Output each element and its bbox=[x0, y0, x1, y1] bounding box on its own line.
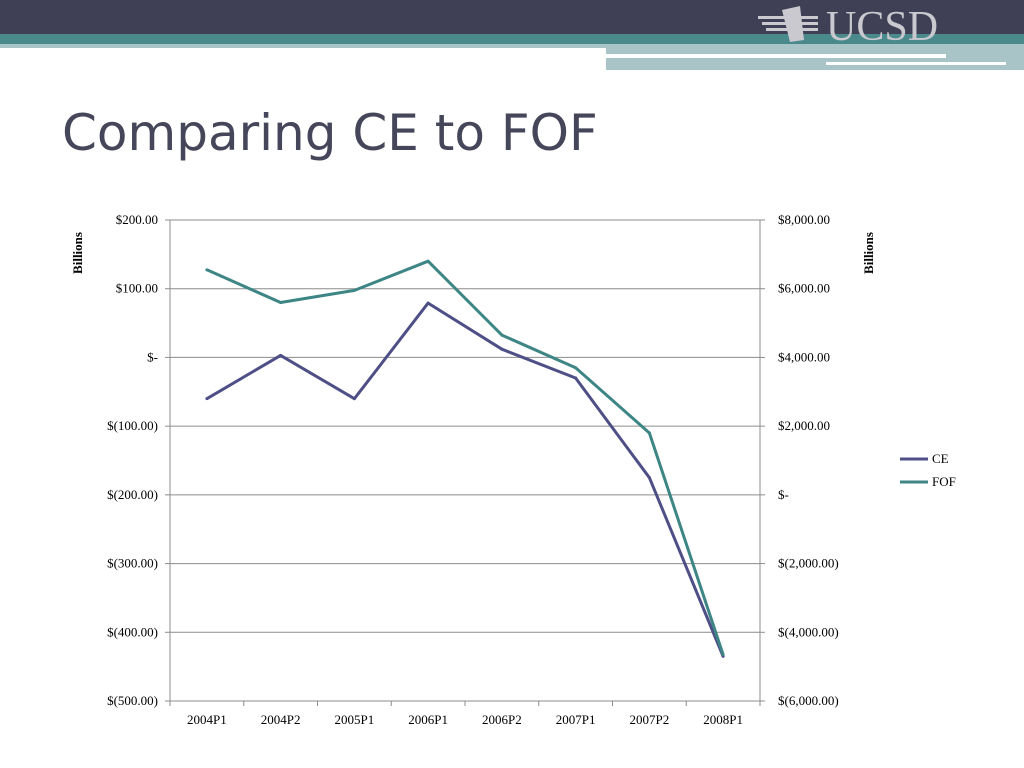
data-point-fof bbox=[279, 300, 283, 304]
legend-label-fof: FOF bbox=[932, 474, 956, 489]
data-point-fof bbox=[426, 259, 430, 263]
y-right-tick-label: $4,000.00 bbox=[778, 349, 830, 364]
data-point-fof bbox=[352, 288, 356, 292]
data-point-ce bbox=[574, 376, 578, 380]
data-point-ce bbox=[426, 301, 430, 305]
y-right-tick-label: $- bbox=[778, 487, 789, 502]
data-point-fof bbox=[574, 366, 578, 370]
data-point-ce bbox=[205, 397, 209, 401]
trident-icon bbox=[758, 6, 818, 42]
banner-dark-band bbox=[0, 0, 1024, 34]
series-line-ce bbox=[206, 301, 725, 657]
x-tick-label: 2006P1 bbox=[408, 712, 448, 727]
data-point-fof bbox=[205, 268, 209, 272]
y-right-axis-title: Billions bbox=[861, 232, 876, 274]
x-tick-label: 2007P2 bbox=[630, 712, 670, 727]
banner-light-band bbox=[0, 44, 1024, 48]
y-right-tick-label: $8,000.00 bbox=[778, 212, 830, 227]
data-point-ce bbox=[352, 397, 356, 401]
y-left-tick-label: $(300.00) bbox=[107, 556, 158, 571]
slide-title: Comparing CE to FOF bbox=[62, 104, 598, 162]
data-point-ce bbox=[647, 476, 651, 480]
y-left-tick-label: $- bbox=[147, 349, 158, 364]
y-right-tick-label: $2,000.00 bbox=[778, 418, 830, 433]
x-tick-label: 2007P1 bbox=[556, 712, 596, 727]
series-line-fof bbox=[206, 259, 725, 656]
y-left-tick-label: $(100.00) bbox=[107, 418, 158, 433]
ucsd-logo: UCSD bbox=[758, 4, 938, 50]
x-tick-label: 2006P2 bbox=[482, 712, 522, 727]
y-left-tick-label: $100.00 bbox=[116, 281, 158, 296]
x-tick-label: 2004P2 bbox=[261, 712, 301, 727]
y-right-tick-label: $(2,000.00) bbox=[778, 556, 839, 571]
x-tick-label: 2008P1 bbox=[703, 712, 743, 727]
x-tick-label: 2005P1 bbox=[335, 712, 375, 727]
header-banner: UCSD bbox=[0, 0, 1024, 70]
x-tick-label: 2004P1 bbox=[187, 712, 227, 727]
data-point-fof bbox=[647, 431, 651, 435]
banner-stripe bbox=[606, 54, 946, 58]
data-point-fof bbox=[721, 653, 725, 657]
data-point-ce bbox=[500, 347, 504, 351]
y-left-axis-title: Billions bbox=[70, 232, 85, 274]
y-left-tick-label: $(400.00) bbox=[107, 624, 158, 639]
banner-stripe-2 bbox=[826, 62, 1006, 65]
data-point-fof bbox=[500, 333, 504, 337]
y-right-tick-label: $(4,000.00) bbox=[778, 624, 839, 639]
y-left-tick-label: $200.00 bbox=[116, 212, 158, 227]
banner-teal-band bbox=[0, 34, 1024, 44]
data-point-ce bbox=[279, 353, 283, 357]
y-left-tick-label: $(200.00) bbox=[107, 487, 158, 502]
legend-label-ce: CE bbox=[932, 451, 949, 466]
y-left-tick-label: $(500.00) bbox=[107, 693, 158, 708]
y-right-tick-label: $(6,000.00) bbox=[778, 693, 839, 708]
y-right-tick-label: $6,000.00 bbox=[778, 281, 830, 296]
logo-text: UCSD bbox=[826, 4, 938, 50]
